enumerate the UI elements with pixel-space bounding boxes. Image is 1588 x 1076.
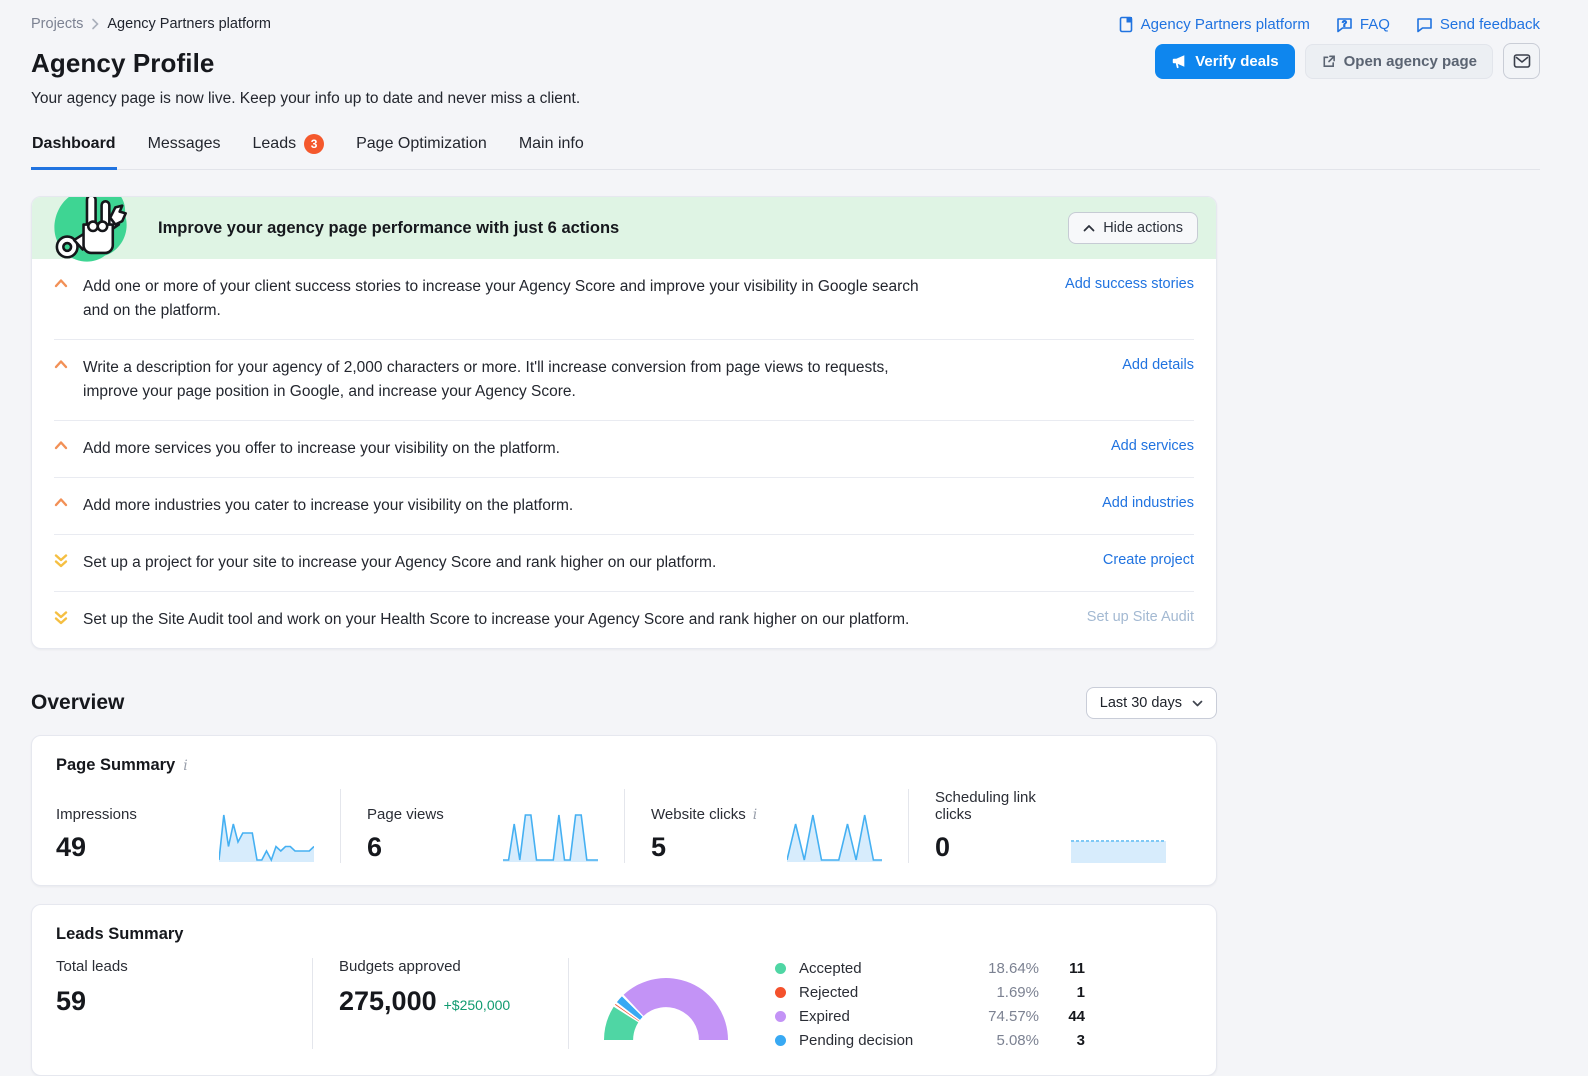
action-item-success-stories: Add one or more of your client success s…	[32, 259, 1216, 339]
improve-actions-title: Improve your agency page performance wit…	[158, 218, 620, 237]
svg-text:?: ?	[1342, 18, 1347, 28]
action-item-services: Add more services you offer to increase …	[32, 421, 1216, 477]
priority-down-double-icon	[54, 554, 68, 568]
budget-value: 275,000	[339, 986, 437, 1017]
scheduling-clicks-value: 0	[935, 832, 951, 863]
impressions-sparkline	[218, 809, 315, 863]
metric-impressions: Impressions 49	[56, 789, 340, 863]
add-success-stories-link[interactable]: Add success stories	[1065, 276, 1194, 292]
website-clicks-sparkline	[786, 809, 882, 863]
external-link-icon	[1323, 55, 1335, 67]
toolbar: Verify deals Open agency page	[1155, 43, 1540, 79]
tab-page-optimization[interactable]: Page Optimization	[356, 135, 487, 152]
priority-up-icon	[54, 279, 68, 288]
breadcrumb-projects[interactable]: Projects	[31, 16, 84, 32]
chevron-down-icon	[1192, 700, 1203, 706]
pending-decision-dot	[775, 1035, 786, 1047]
send-feedback-link[interactable]: Send feedback	[1416, 16, 1540, 33]
action-item-project: Set up a project for your site to increa…	[32, 535, 1216, 591]
tab-dashboard[interactable]: Dashboard	[31, 134, 117, 170]
divider	[54, 339, 1194, 341]
legend-row-pending: Pending decision 5.08% 3	[775, 1032, 1085, 1049]
overview-title: Overview	[31, 691, 125, 715]
rejected-dot	[775, 987, 786, 999]
expired-dot	[775, 1011, 786, 1023]
verify-deals-button[interactable]: Verify deals	[1155, 43, 1295, 79]
breadcrumb: Projects Agency Partners platform	[31, 16, 271, 32]
page-views-sparkline	[503, 809, 598, 863]
leads-status-chart-block: Accepted 18.64% 11 Rejected 1.69% 1 Expi…	[568, 958, 1192, 1050]
add-industries-link[interactable]: Add industries	[1102, 495, 1194, 512]
page-subtitle: Your agency page is now live. Keep your …	[31, 90, 581, 107]
add-services-link[interactable]: Add services	[1110, 438, 1194, 455]
priority-down-double-icon	[54, 611, 68, 625]
priority-up-icon	[54, 360, 68, 369]
info-icon[interactable]: i	[183, 757, 188, 774]
leads-summary-title: Leads Summary	[56, 925, 184, 944]
budgets-approved-block: Budgets approved 275,000 +$250,000	[312, 958, 568, 1050]
divider	[54, 477, 1194, 479]
header-links: Agency Partners platform ? FAQ Send feed…	[1119, 16, 1540, 33]
leads-summary-card: Leads Summary Total leads 59 Budgets app…	[31, 904, 1217, 1076]
divider	[54, 534, 1194, 536]
feedback-icon	[1417, 17, 1432, 32]
hide-actions-button[interactable]: Hide actions	[1068, 212, 1198, 244]
create-project-link[interactable]: Create project	[1102, 552, 1194, 569]
doc-icon	[1119, 16, 1132, 33]
open-agency-page-button[interactable]: Open agency page	[1304, 43, 1493, 79]
total-leads-value: 59	[56, 986, 87, 1017]
metric-website-clicks: Website clicks i 5	[624, 789, 908, 864]
leads-legend: Accepted 18.64% 11 Rejected 1.69% 1 Expi…	[775, 960, 1085, 1049]
improve-actions-card: Improve your agency page performance wit…	[31, 196, 1217, 650]
title-row: Agency Profile Verify deals Open agency …	[31, 43, 1540, 79]
page-views-value: 6	[367, 832, 383, 863]
legend-row-accepted: Accepted 18.64% 11	[775, 960, 1085, 977]
add-details-link[interactable]: Add details	[1122, 357, 1194, 374]
tab-leads[interactable]: Leads 3	[252, 134, 326, 170]
legend-row-rejected: Rejected 1.69% 1	[775, 984, 1085, 1001]
top-bar: Projects Agency Partners platform Agency…	[31, 16, 1540, 33]
date-range-select[interactable]: Last 30 days	[1085, 687, 1217, 720]
mail-button[interactable]	[1503, 43, 1540, 79]
page-summary-title: Page Summary	[56, 756, 176, 775]
envelope-icon	[1513, 54, 1530, 68]
page-title: Agency Profile	[31, 48, 215, 78]
action-item-site-audit: Set up the Site Audit tool and work on y…	[32, 592, 1216, 648]
action-item-description: Write a description for your agency of 2…	[32, 340, 1216, 420]
info-icon[interactable]: i	[752, 806, 758, 823]
total-leads-block: Total leads 59	[56, 958, 312, 1049]
metric-scheduling-clicks: Scheduling link clicks 0	[908, 789, 1192, 864]
page-summary-card: Page Summary i Impressions 49 Page views…	[31, 735, 1217, 887]
website-clicks-value: 5	[651, 832, 667, 863]
chevron-up-icon	[1083, 225, 1095, 232]
page-summary-metrics: Impressions 49 Page views 6 Website clic…	[56, 789, 1192, 864]
tab-messages[interactable]: Messages	[147, 135, 221, 152]
action-item-industries: Add more industries you cater to increas…	[32, 478, 1216, 534]
improve-actions-header: Improve your agency page performance wit…	[32, 197, 1216, 262]
overview-header: Overview Last 30 days	[31, 687, 1217, 720]
hand-wrench-illustration	[54, 197, 127, 262]
breadcrumb-current: Agency Partners platform	[107, 16, 271, 32]
legend-row-expired: Expired 74.57% 44	[775, 1008, 1085, 1025]
priority-up-icon	[54, 498, 68, 507]
accepted-dot	[775, 963, 786, 975]
leads-count-badge: 3	[304, 134, 325, 154]
leads-donut-chart	[599, 968, 733, 1049]
priority-up-icon	[54, 441, 68, 450]
tab-main-info[interactable]: Main info	[518, 135, 584, 152]
metric-page-views: Page views 6	[340, 789, 624, 864]
scheduling-sparkline	[1071, 809, 1166, 864]
budget-delta: +$250,000	[443, 997, 511, 1014]
faq-link[interactable]: ? FAQ	[1336, 16, 1390, 33]
set-up-site-audit-link: Set up Site Audit	[1086, 609, 1194, 626]
divider	[54, 420, 1194, 422]
divider	[54, 591, 1194, 593]
impressions-value: 49	[56, 832, 87, 863]
tab-bar: Dashboard Messages Leads 3 Page Optimiza…	[31, 134, 1540, 170]
faq-icon: ?	[1337, 17, 1352, 32]
platform-link[interactable]: Agency Partners platform	[1119, 16, 1310, 33]
megaphone-icon	[1173, 55, 1185, 69]
breadcrumb-chevron-icon	[92, 18, 100, 30]
